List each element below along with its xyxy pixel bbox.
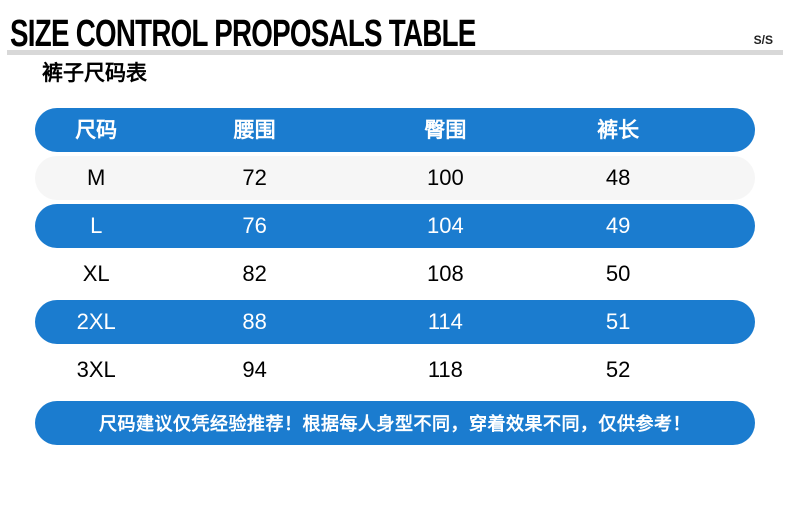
cell-waist: 88 (242, 309, 267, 334)
column-header-waist: 腰围 (233, 118, 276, 142)
cell-hip: 118 (427, 357, 463, 382)
cell-length: 49 (605, 213, 631, 238)
cell-hip: 108 (427, 261, 464, 286)
page-title-text: SIZE CONTROL PROPOSALS TABLE (10, 13, 476, 55)
cell-hip: 114 (427, 309, 463, 334)
cell-hip: 104 (427, 213, 464, 238)
page-title: SIZE CONTROL PROPOSALS TABLE (10, 15, 648, 53)
footer-note: 尺码建议仅凭经验推荐！根据每人身型不同，穿着效果不同，仅供参考！ (99, 414, 691, 434)
cell-size: 3XL (76, 357, 116, 382)
column-header-size: 尺码 (75, 118, 118, 142)
cell-length: 52 (605, 357, 631, 382)
column-header-length: 裤长 (597, 118, 640, 142)
table-header-row: 尺码 腰围 臀围 裤长 (35, 108, 755, 152)
cell-size: M (87, 165, 106, 190)
cell-waist: 76 (242, 213, 267, 238)
cell-length: 51 (605, 309, 631, 334)
cell-waist: 94 (242, 357, 267, 382)
season-label: S/S (753, 33, 773, 47)
cell-size: L (90, 213, 103, 238)
cell-length: 48 (605, 165, 631, 190)
cell-waist: 82 (242, 261, 267, 286)
column-header-hip: 臀围 (424, 118, 467, 142)
cell-length: 50 (605, 261, 631, 286)
table-row-m: M 72 100 48 (35, 156, 755, 200)
footer-note-bar: 尺码建议仅凭经验推荐！根据每人身型不同，穿着效果不同，仅供参考！ (35, 401, 755, 445)
table-row-xl: XL 82 108 50 (35, 252, 755, 296)
cell-waist: 72 (242, 165, 267, 190)
table-row-l: L 76 104 49 (35, 204, 755, 248)
size-table: 尺码 腰围 臀围 裤长 M 72 100 48 L 76 104 49 XL 8… (35, 108, 755, 445)
table-row-2xl: 2XL 88 114 51 (35, 300, 755, 344)
title-underline (7, 50, 783, 55)
cell-size: XL (82, 261, 110, 286)
chart-subtitle: 裤子尺码表 (42, 62, 147, 85)
cell-hip: 100 (427, 165, 464, 190)
cell-size: 2XL (76, 309, 116, 334)
table-row-3xl: 3XL 94 118 52 (35, 348, 755, 392)
